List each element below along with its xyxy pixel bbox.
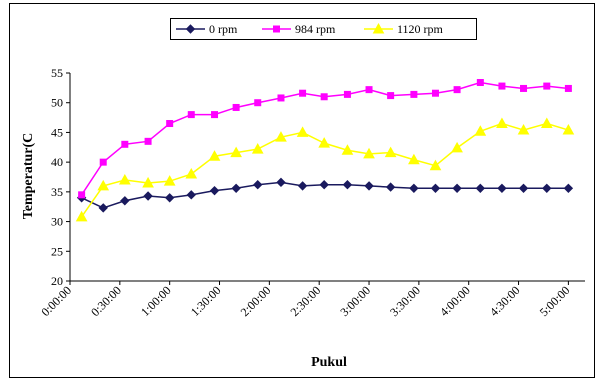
data-point-1120-rpm: [540, 117, 553, 129]
y-tick-label: 30: [51, 215, 63, 229]
data-point-1120-rpm: [451, 141, 463, 153]
data-point-0-rpm: [342, 180, 353, 190]
legend-marker-0-rpm: [185, 24, 196, 34]
data-point-1120-rpm: [341, 144, 354, 155]
legend-symbol-0-rpm: [185, 24, 196, 34]
data-point-1120-rpm: [97, 179, 110, 191]
data-point-984-rpm: [476, 79, 484, 87]
data-point-0-rpm: [209, 185, 220, 196]
legend-marker-1120-rpm: [372, 22, 385, 34]
legend-label-984-rpm: 984 rpm: [295, 22, 336, 36]
data-point-0-rpm: [430, 183, 441, 193]
data-point-1120-rpm: [429, 159, 442, 171]
series-layer: [75, 79, 575, 222]
data-point-984-rpm: [211, 111, 219, 119]
data-point-1120-rpm: [163, 175, 176, 186]
data-point-0-rpm: [164, 193, 175, 203]
data-point-1120-rpm: [408, 153, 420, 165]
data-point-984-rpm: [254, 99, 262, 107]
legend-box: [170, 18, 477, 40]
data-point-1120-rpm: [185, 167, 198, 179]
data-point-0-rpm: [385, 182, 396, 192]
data-point-1120-rpm: [230, 146, 242, 158]
data-point-0-rpm: [563, 183, 574, 193]
data-point-984-rpm: [453, 86, 461, 94]
data-point-984-rpm: [78, 191, 86, 199]
data-point-1120-rpm: [275, 131, 287, 142]
y-tick-label: 45: [51, 125, 63, 139]
data-point-0-rpm: [518, 183, 529, 193]
data-point-0-rpm: [542, 183, 552, 193]
data-point-984-rpm: [343, 90, 351, 98]
data-point-0-rpm: [297, 181, 308, 191]
data-point-0-rpm: [120, 196, 130, 206]
data-point-0-rpm: [452, 183, 462, 193]
legend: 0 rpm 984 rpm 1120 rpm: [170, 18, 477, 40]
data-point-0-rpm: [253, 180, 263, 190]
data-point-984-rpm: [410, 90, 418, 98]
y-tick-label: 40: [51, 155, 63, 169]
legend-symbol-1120-rpm: [372, 22, 385, 34]
data-point-984-rpm: [564, 84, 572, 92]
data-point-0-rpm: [186, 190, 196, 200]
legend-marker-984-rpm: [273, 25, 280, 33]
data-point-1120-rpm: [118, 173, 131, 185]
data-point-984-rpm: [121, 140, 129, 148]
data-point-1120-rpm: [496, 117, 508, 129]
data-point-1120-rpm: [142, 176, 154, 188]
data-point-984-rpm: [99, 158, 107, 166]
data-point-984-rpm: [187, 111, 195, 119]
data-point-0-rpm: [319, 180, 329, 190]
data-point-984-rpm: [365, 86, 373, 94]
data-point-1120-rpm: [517, 124, 530, 135]
data-point-984-rpm: [144, 137, 152, 145]
data-point-1120-rpm: [208, 150, 221, 161]
y-axis-title: Temperatur(C: [21, 133, 36, 220]
data-point-0-rpm: [475, 183, 486, 193]
data-point-1120-rpm: [251, 143, 264, 154]
data-point-984-rpm: [520, 84, 528, 92]
data-point-0-rpm: [98, 203, 108, 213]
y-tick-label: 35: [51, 185, 63, 199]
data-point-984-rpm: [166, 120, 174, 128]
data-point-984-rpm: [498, 82, 506, 90]
data-point-1120-rpm: [562, 124, 575, 135]
data-point-984-rpm: [320, 93, 328, 101]
data-point-984-rpm: [431, 89, 439, 97]
data-point-984-rpm: [232, 103, 240, 111]
y-tick-label: 55: [51, 66, 63, 80]
data-point-1120-rpm: [474, 125, 487, 136]
y-tick-label: 50: [51, 96, 63, 110]
y-tick-label: 25: [51, 244, 63, 258]
data-point-984-rpm: [387, 92, 395, 100]
x-axis-title: Pukul: [311, 355, 347, 370]
data-point-0-rpm: [143, 191, 153, 201]
legend-label-1120-rpm: 1120 rpm: [397, 22, 444, 36]
data-point-0-rpm: [364, 181, 374, 191]
data-point-1120-rpm: [75, 210, 88, 222]
legend-symbol-984-rpm: [273, 25, 280, 33]
data-point-0-rpm: [231, 183, 241, 193]
data-point-0-rpm: [409, 183, 419, 193]
legend-label-0-rpm: 0 rpm: [209, 22, 238, 36]
data-point-0-rpm: [497, 183, 507, 193]
data-point-0-rpm: [276, 177, 286, 188]
data-point-1120-rpm: [363, 147, 375, 159]
chart-frame: [9, 3, 595, 378]
data-point-1120-rpm: [296, 126, 309, 137]
data-point-984-rpm: [299, 89, 307, 97]
data-point-1120-rpm: [318, 137, 331, 148]
y-tick-label: 20: [51, 274, 63, 288]
data-point-984-rpm: [277, 94, 285, 102]
data-point-1120-rpm: [384, 146, 397, 158]
data-point-984-rpm: [543, 82, 551, 90]
